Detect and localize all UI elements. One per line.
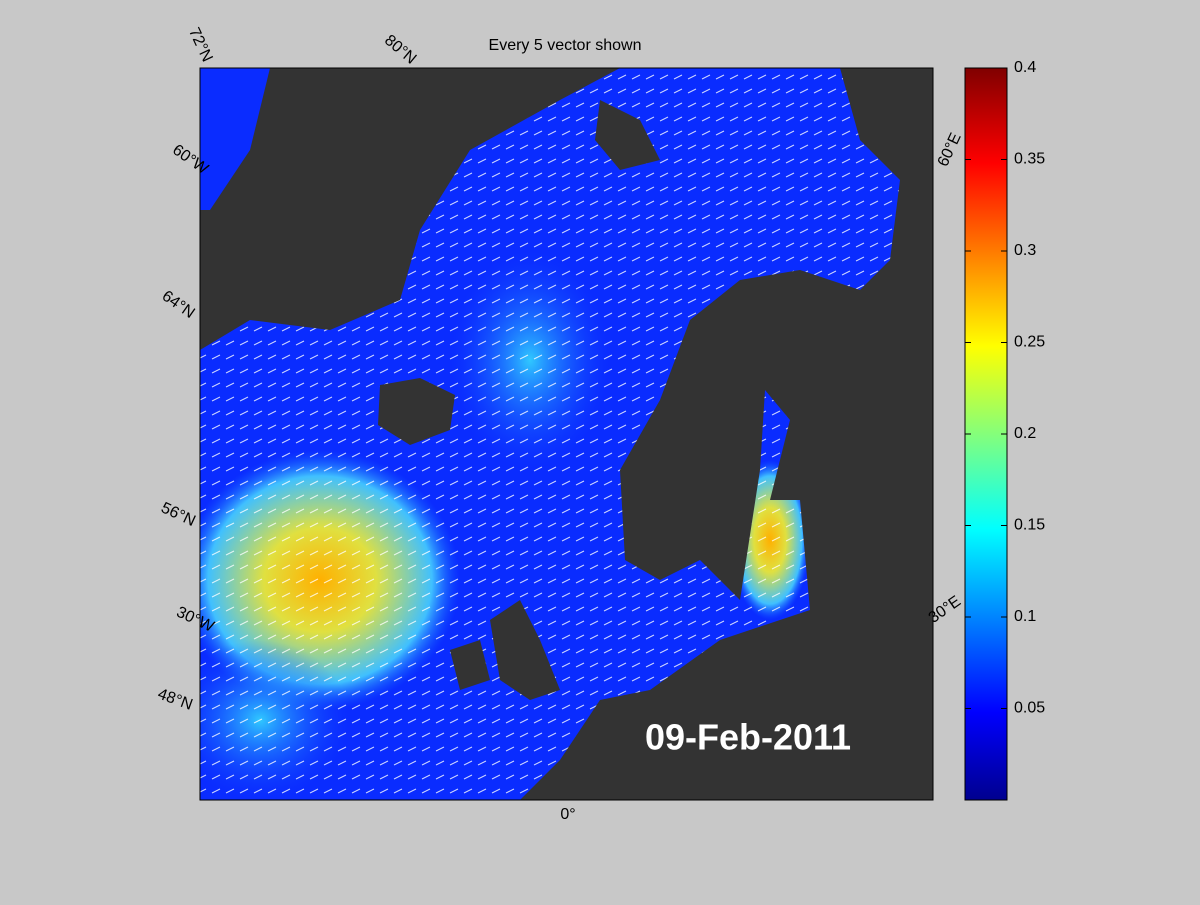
map-area [200,68,933,800]
colorbar [964,67,1008,801]
colorbar-tick-label: 0.35 [1014,151,1045,168]
colorbar-tick-label: 0.2 [1014,425,1036,442]
grid-label: 64°N [159,288,198,322]
colorbar-tick-label: 0.4 [1014,59,1036,76]
colorbar-tick-label: 0.05 [1014,700,1045,717]
colorbar-tick-label: 0.1 [1014,608,1036,625]
date-label: 09-Feb-2011 [645,717,851,758]
colorbar-tick-label: 0.3 [1014,242,1036,259]
map-title: Every 5 vector shown [489,37,642,54]
colorbar-ticks: 0.05 0.1 0.15 0.2 0.25 0.3 0.35 0.4 [965,59,1045,717]
grid-label: 60°E [935,130,965,169]
grid-label: 56°N [158,499,198,530]
grid-label: 48°N [155,686,194,714]
map-frame [199,67,934,801]
colorbar-tick-label: 0.15 [1014,517,1045,534]
grid-label: 72°N [185,25,216,65]
grid-label: 80°N [381,32,419,68]
colorbar-tick-label: 0.25 [1014,334,1045,351]
grid-label: 0° [560,806,575,823]
